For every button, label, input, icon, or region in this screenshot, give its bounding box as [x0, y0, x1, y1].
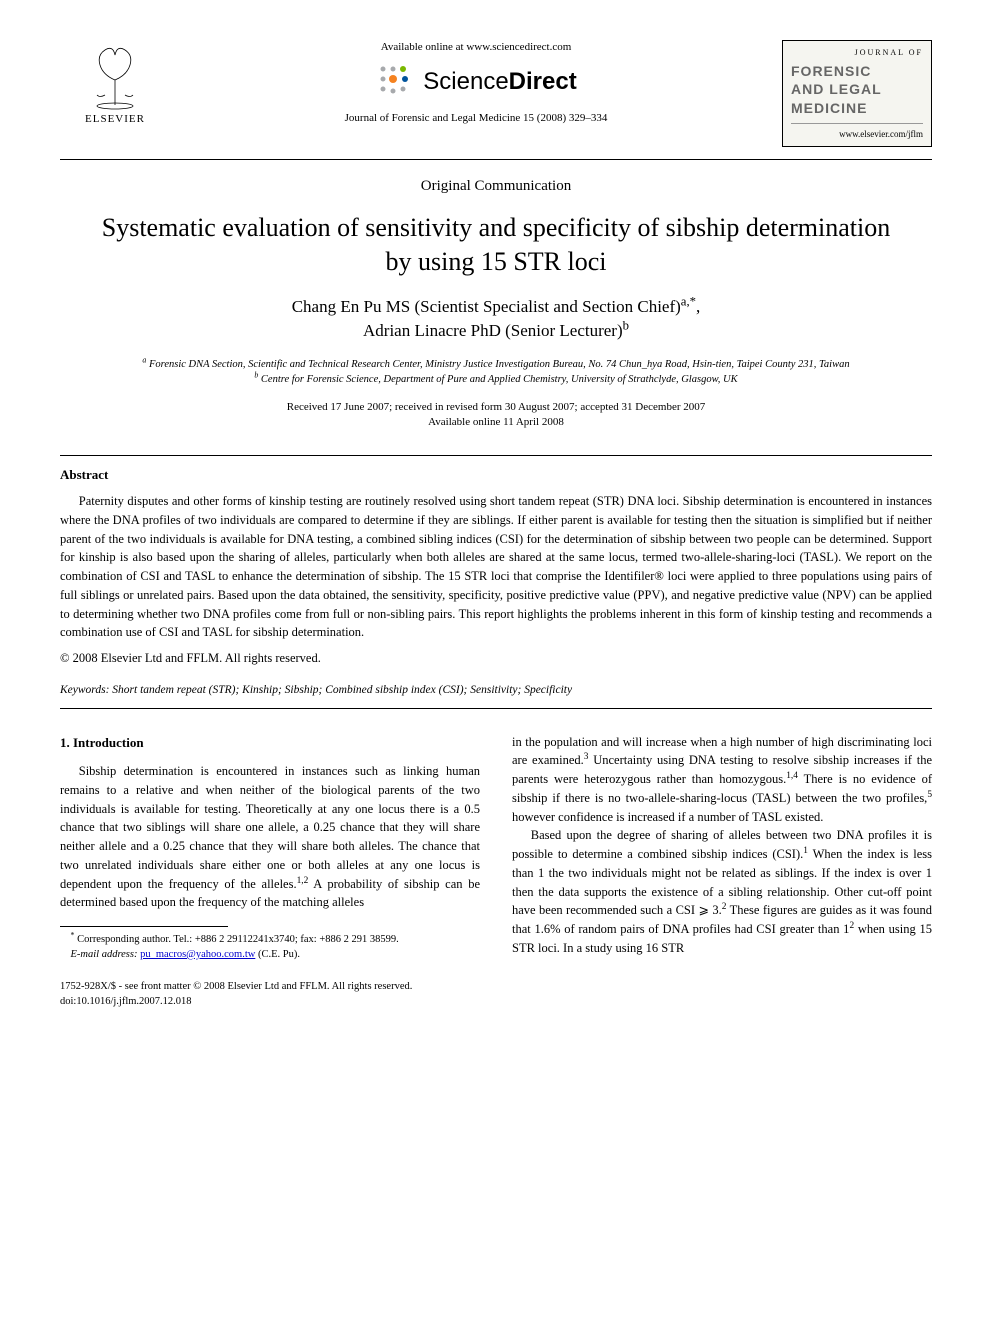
copyright-line: © 2008 Elsevier Ltd and FFLM. All rights… [60, 650, 932, 668]
divider [60, 455, 932, 456]
author-2: Adrian Linacre PhD (Senior Lecturer) [363, 321, 623, 340]
c2p1c3: however confidence is increased if a num… [512, 810, 823, 824]
affiliation-b: Centre for Forensic Science, Department … [261, 374, 738, 385]
elsevier-label: ELSEVIER [85, 112, 145, 127]
journal-title: FORENSIC AND LEGAL MEDICINE [791, 62, 923, 124]
abstract-text: Paternity disputes and other forms of ki… [60, 492, 932, 642]
keywords-values: Short tandem repeat (STR); Kinship; Sibs… [112, 684, 572, 696]
sciencedirect-dots-icon [375, 61, 415, 101]
affiliation-a: Forensic DNA Section, Scientific and Tec… [149, 359, 850, 370]
intro-paragraph-1: Sibship determination is encountered in … [60, 762, 480, 912]
column-left: 1. Introduction Sibship determination is… [60, 733, 480, 963]
journal-of-label: JOURNAL OF [791, 47, 923, 58]
intro-heading: 1. Introduction [60, 733, 480, 753]
email-who: (C.E. Pu). [258, 949, 300, 960]
elsevier-logo-block: ELSEVIER [60, 40, 170, 127]
p1-text: Sibship determination is encountered in … [60, 764, 480, 891]
email-line: E-mail address: pu_macros@yahoo.com.tw (… [60, 948, 480, 963]
article-type: Original Communication [60, 176, 932, 197]
sciencedirect-logo: ScienceDirect [190, 61, 762, 101]
bottom-meta: 1752-928X/$ - see front matter © 2008 El… [60, 980, 932, 1009]
journal-title-line2: AND LEGAL [791, 80, 923, 98]
sd-name-part2: Direct [509, 68, 577, 95]
doi-line: doi:10.1016/j.jflm.2007.12.018 [60, 995, 932, 1010]
journal-url: www.elsevier.com/jflm [791, 128, 923, 141]
available-online-text: Available online at www.sciencedirect.co… [190, 40, 762, 55]
journal-title-line3: MEDICINE [791, 99, 923, 117]
corresponding-author: * Corresponding author. Tel.: +886 2 291… [60, 933, 480, 948]
col2-paragraph-1: in the population and will increase when… [512, 733, 932, 827]
journal-title-line1: FORENSIC [791, 62, 923, 80]
divider [60, 159, 932, 160]
issn-line: 1752-928X/$ - see front matter © 2008 El… [60, 980, 932, 995]
page-header: ELSEVIER Available online at www.science… [60, 40, 932, 147]
keywords-line: Keywords: Short tandem repeat (STR); Kin… [60, 682, 932, 698]
elsevier-tree-icon [85, 40, 145, 110]
footnotes: * Corresponding author. Tel.: +886 2 291… [60, 933, 480, 962]
abstract-heading: Abstract [60, 466, 932, 484]
body-columns: 1. Introduction Sibship determination is… [60, 733, 932, 963]
journal-reference: Journal of Forensic and Legal Medicine 1… [190, 111, 762, 126]
divider [60, 708, 932, 709]
corr-text: Corresponding author. Tel.: +886 2 29112… [77, 934, 399, 945]
col2-paragraph-2: Based upon the degree of sharing of alle… [512, 826, 932, 957]
citation-sup[interactable]: 5 [927, 790, 932, 800]
citation-sup[interactable]: 1,2 [297, 875, 309, 885]
article-title: Systematic evaluation of sensitivity and… [60, 211, 932, 279]
footnote-separator [60, 926, 228, 927]
email-link[interactable]: pu_macros@yahoo.com.tw [140, 949, 255, 960]
article-dates: Received 17 June 2007; received in revis… [60, 400, 932, 431]
author-2-mark: b [623, 318, 629, 332]
email-label: E-mail address: [71, 949, 138, 960]
dates-online: Available online 11 April 2008 [60, 415, 932, 430]
citation-sup[interactable]: 1,4 [786, 771, 798, 781]
authors: Chang En Pu MS (Scientist Specialist and… [60, 295, 932, 343]
sciencedirect-name: ScienceDirect [423, 65, 576, 99]
affiliations: a Forensic DNA Section, Scientific and T… [60, 357, 932, 389]
sd-name-part1: Science [423, 68, 508, 95]
column-right: in the population and will increase when… [512, 733, 932, 963]
dates-received: Received 17 June 2007; received in revis… [60, 400, 932, 415]
author-1-mark: a,* [681, 294, 696, 308]
author-1: Chang En Pu MS (Scientist Specialist and… [292, 297, 681, 316]
header-center: Available online at www.sciencedirect.co… [170, 40, 782, 127]
journal-cover-box: JOURNAL OF FORENSIC AND LEGAL MEDICINE w… [782, 40, 932, 147]
keywords-label: Keywords: [60, 684, 109, 696]
